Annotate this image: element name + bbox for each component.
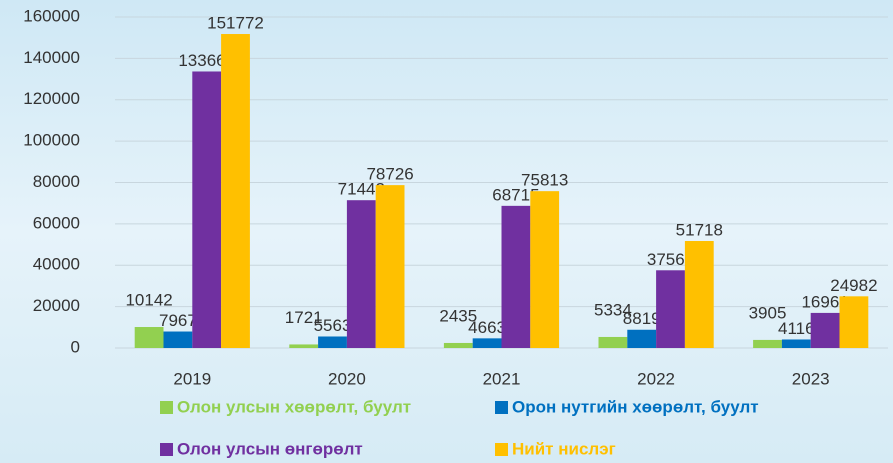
y-tick-label: 0 [71, 337, 80, 356]
bar [753, 340, 782, 348]
y-tick-label: 140000 [23, 48, 80, 67]
data-label: 151772 [207, 14, 264, 33]
bar [473, 338, 502, 348]
bar [318, 336, 347, 348]
data-label: 8819 [623, 309, 661, 328]
data-label: 51718 [676, 220, 723, 239]
data-label: 10142 [125, 291, 172, 310]
bar [627, 330, 656, 348]
page: {"chart_data": {"type": "bar", "categori… [0, 0, 893, 463]
bar [685, 241, 714, 348]
bar [656, 270, 685, 348]
bar [811, 313, 840, 348]
x-tick-label: 2021 [483, 369, 521, 388]
bar [192, 71, 221, 348]
y-tick-label: 40000 [33, 255, 80, 274]
legend-label: Орон нутгийн хөөрөлт, буулт [512, 397, 759, 416]
legend-label: Олон улсын хөөрөлт, буулт [177, 397, 411, 416]
data-label: 78726 [366, 165, 413, 184]
y-tick-label: 80000 [33, 172, 80, 191]
data-label: 75813 [521, 171, 568, 190]
bar [599, 337, 628, 348]
chart: 0 20000 40000 60000 80000 100000 120000 140000 1… [0, 0, 893, 463]
legend-swatch [160, 401, 173, 414]
bar [840, 296, 869, 348]
legend-label: Нийт нислэг [512, 439, 616, 458]
y-tick-label: 160000 [23, 6, 80, 25]
x-tick-label: 2020 [328, 369, 366, 388]
bar [502, 206, 531, 348]
legend-swatch [160, 443, 173, 456]
data-label: 4663 [468, 318, 506, 337]
bar [444, 343, 473, 348]
legend-swatch [495, 443, 508, 456]
bar [530, 191, 559, 348]
bar [164, 332, 193, 348]
legend-label: Олон улсын өнгөрөлт [177, 439, 363, 458]
x-tick-label: 2023 [792, 369, 830, 388]
y-tick-label: 60000 [33, 213, 80, 232]
y-tick-label: 20000 [33, 296, 80, 315]
bar [221, 34, 250, 348]
data-label: 7967 [159, 311, 197, 330]
bar [782, 339, 811, 348]
data-label: 24982 [830, 276, 877, 295]
legend-swatch [495, 401, 508, 414]
background [0, 0, 893, 463]
x-tick-label: 2022 [637, 369, 675, 388]
y-tick-label: 100000 [23, 131, 80, 150]
data-label: 5563 [314, 316, 352, 335]
bar [135, 327, 164, 348]
bar [347, 200, 376, 348]
x-tick-label: 2019 [173, 369, 211, 388]
bar [376, 185, 405, 348]
data-label: 4116 [778, 319, 815, 338]
y-tick-label: 120000 [23, 89, 80, 108]
bar [289, 344, 318, 348]
